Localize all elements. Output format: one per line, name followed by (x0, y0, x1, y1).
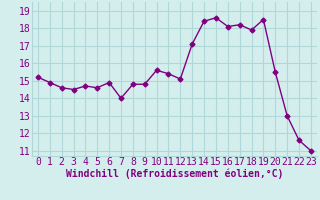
X-axis label: Windchill (Refroidissement éolien,°C): Windchill (Refroidissement éolien,°C) (66, 169, 283, 179)
